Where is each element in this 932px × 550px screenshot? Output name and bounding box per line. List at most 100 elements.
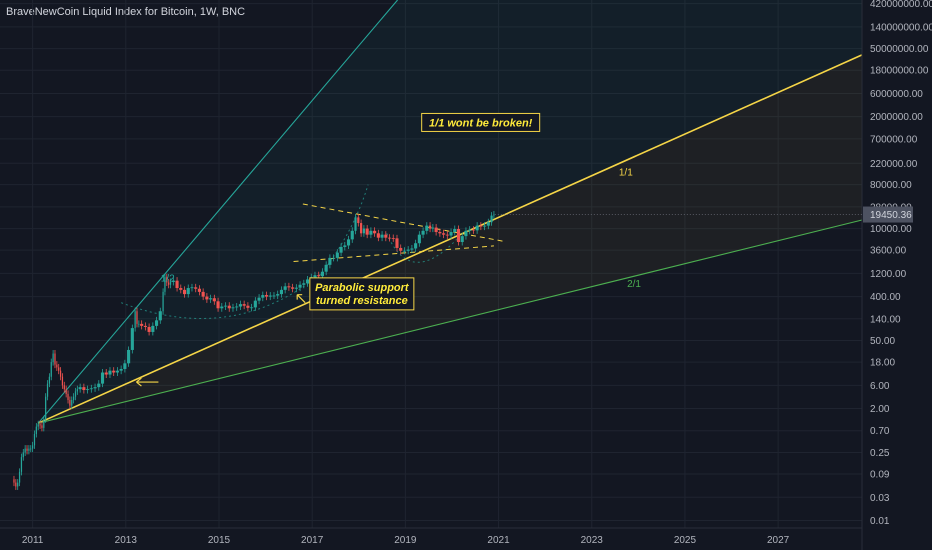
- current-price-badge: 19450.36: [494, 206, 913, 223]
- candle-body: [48, 376, 51, 384]
- candle-body: [112, 370, 116, 373]
- fan-label: 1/2: [161, 274, 175, 285]
- candle-body: [417, 234, 421, 244]
- candle-body: [456, 229, 461, 243]
- candle-body: [335, 252, 339, 258]
- price-tick-label: 0.03: [870, 493, 890, 504]
- candle-body: [486, 222, 490, 226]
- price-axis[interactable]: 0.01 0.03 0.09 0.25 0.70 2.00 6.00 18.00 50.00 14…: [870, 0, 932, 527]
- candle-body: [67, 393, 69, 400]
- candle-body: [268, 295, 272, 297]
- candle-body: [26, 448, 28, 451]
- fan-line-1-2: [37, 0, 398, 424]
- price-tick-label: 50000000.00: [870, 44, 929, 55]
- candle-body: [45, 396, 47, 420]
- candle-body: [93, 387, 97, 389]
- fan-fills: [38, 0, 862, 424]
- candle-body: [298, 284, 302, 288]
- candle-body: [30, 448, 32, 450]
- candle-body: [376, 233, 380, 238]
- candle-body: [317, 275, 321, 277]
- candle-body: [471, 229, 475, 231]
- price-tick-label: 140.00: [870, 314, 901, 325]
- candle-body: [151, 325, 155, 332]
- candle-body: [140, 323, 144, 326]
- candle-body: [369, 230, 373, 235]
- time-tick-label: 2021: [487, 535, 510, 546]
- candle-body: [209, 298, 213, 300]
- time-tick-label: 2025: [674, 535, 697, 546]
- price-tick-label: 1200.00: [870, 269, 907, 280]
- time-axis[interactable]: 2011 2013 2015 2017 2019 2021 2023 2025 2027: [22, 535, 790, 546]
- price-badge-text: 19450.36: [870, 210, 912, 221]
- candle-body: [223, 305, 228, 307]
- candle-body: [438, 232, 442, 234]
- candle-body: [100, 372, 105, 384]
- candle-body: [384, 234, 388, 238]
- candle-body: [33, 433, 36, 446]
- candle-body: [59, 370, 62, 377]
- candle-body: [72, 396, 75, 400]
- candle-body: [324, 264, 328, 272]
- candle-body: [339, 246, 343, 253]
- candle-body: [246, 305, 250, 308]
- candle-body: [399, 247, 403, 251]
- note-box: [421, 112, 541, 132]
- candle-body: [357, 217, 360, 224]
- candle-body: [313, 275, 317, 278]
- parabola-arc: [120, 272, 322, 319]
- candle-body: [431, 227, 434, 229]
- candle-body: [197, 288, 201, 292]
- candle-body: [13, 479, 15, 483]
- price-tick-label: 0.25: [870, 448, 890, 459]
- price-tick-label: 220000.00: [870, 159, 918, 170]
- price-tick-label: 2.00: [870, 404, 890, 415]
- candle-body: [115, 370, 119, 373]
- time-tick-label: 2013: [115, 535, 138, 546]
- fan-label: 2/1: [627, 279, 641, 290]
- candle-body: [175, 280, 179, 289]
- arrow-icon: [296, 294, 306, 304]
- candle-body: [242, 304, 246, 306]
- time-tick-label: 2011: [22, 535, 44, 546]
- candle-body: [362, 228, 366, 234]
- parabola-curves: [120, 184, 457, 319]
- candle-body: [373, 230, 377, 234]
- candle-body: [475, 225, 479, 231]
- note-box: [309, 277, 415, 311]
- candle-body: [58, 367, 60, 371]
- candle-body: [171, 280, 175, 282]
- candle-body: [43, 419, 45, 428]
- parabola-arc: [321, 184, 369, 274]
- candle-body: [136, 311, 138, 324]
- candle-body: [143, 325, 147, 327]
- candle-body: [39, 424, 41, 426]
- candle-body: [350, 230, 354, 240]
- candle-body: [164, 277, 166, 292]
- candle-body: [410, 248, 414, 250]
- candle-body: [479, 225, 483, 227]
- candle-body: [460, 236, 464, 243]
- arrow-icon: [136, 377, 159, 387]
- candle-body: [346, 239, 351, 246]
- candle-body: [82, 387, 86, 391]
- candle-body: [104, 372, 108, 375]
- candle-body: [50, 362, 52, 377]
- candle-body: [264, 295, 269, 297]
- candle-body: [387, 237, 392, 239]
- triangle-upper: [302, 203, 504, 242]
- fan-label: 1/1: [619, 167, 633, 178]
- candle-body: [24, 448, 26, 453]
- time-tick-label: 2017: [301, 535, 324, 546]
- candle-body: [17, 482, 19, 487]
- fan-lines: [37, 0, 863, 424]
- price-tick-label: 400.00: [870, 292, 901, 303]
- price-tick-label: 3600.00: [870, 246, 907, 257]
- candle-body: [302, 283, 306, 285]
- candle-body: [186, 288, 190, 295]
- candle-body: [37, 424, 39, 427]
- candle-body: [138, 323, 140, 325]
- candle-body: [63, 385, 65, 390]
- candle-body: [78, 387, 82, 390]
